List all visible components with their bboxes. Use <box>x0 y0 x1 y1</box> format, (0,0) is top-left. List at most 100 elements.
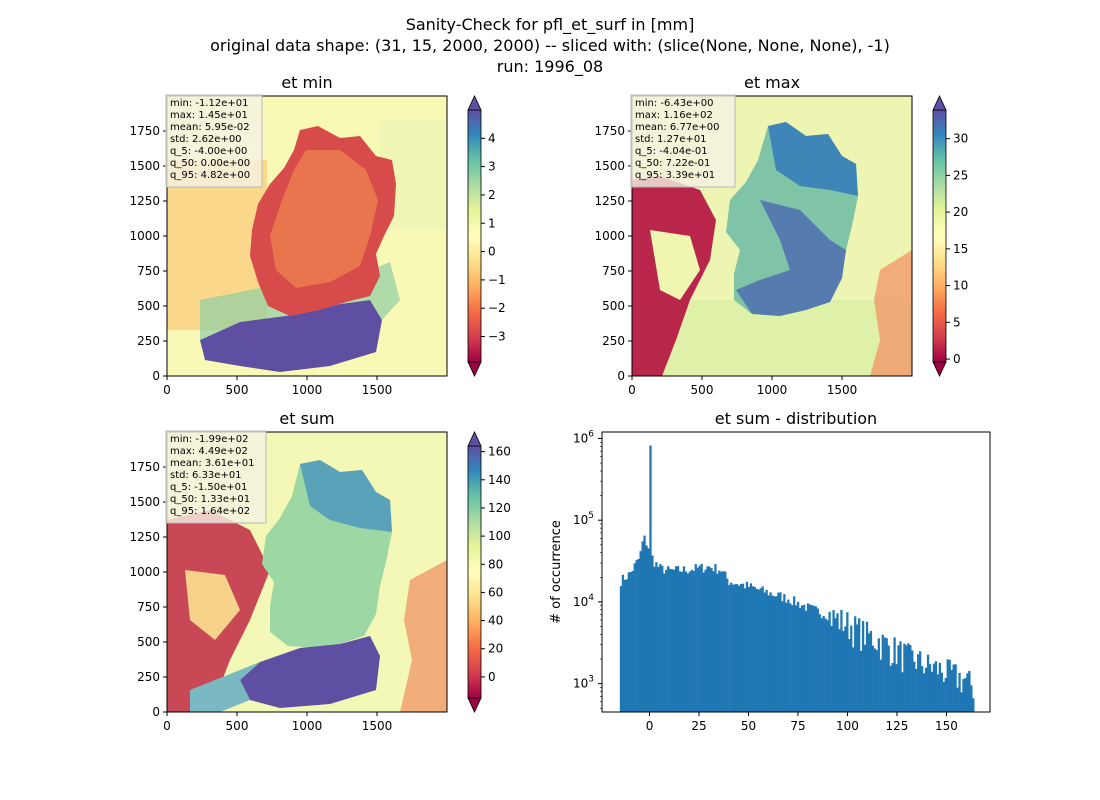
y-tick-label: 104 <box>573 593 594 609</box>
colorbar-tick-label: 3 <box>488 160 496 174</box>
colorbar-tick-label: 0 <box>953 352 961 366</box>
histogram-bar <box>800 605 804 712</box>
histogram-bar <box>696 567 699 712</box>
y-tick-label: 1000 <box>129 229 160 243</box>
histogram-bar <box>802 604 806 712</box>
histogram-bar <box>893 637 896 712</box>
panel-title: et max <box>744 73 800 92</box>
histogram-bar <box>917 654 920 712</box>
histogram-bar <box>804 610 808 712</box>
histogram-bar <box>810 605 814 712</box>
figure-title-line-1: Sanity-Check for pfl_et_surf in [mm] <box>406 15 695 35</box>
histogram-bar <box>633 563 636 712</box>
y-tick-label: 1500 <box>129 159 160 173</box>
histogram-bar <box>885 638 888 712</box>
stats-line: q_95: 3.39e+01 <box>635 170 715 181</box>
histogram-bar <box>671 569 674 712</box>
histogram-bar <box>635 559 638 712</box>
colorbar-ticks: 0 20 40 60 80 100 120 140 160 <box>481 445 511 684</box>
y-axis: 0 250 500 750 1000 1250 1500 1750 <box>129 124 167 383</box>
x-ticks: 0 25 50 75 100 125 150 <box>646 712 958 733</box>
colorbar-tick-label: 10 <box>953 279 968 293</box>
colorbar-tick-label: 4 <box>488 131 496 145</box>
histogram-bar <box>820 618 823 712</box>
x-tick-label: 75 <box>790 719 805 733</box>
histogram-bar <box>791 605 794 712</box>
stats-box: min: -6.43e+00 max: 1.16e+02 mean: 6.77e… <box>630 94 736 188</box>
panel-title: et sum - distribution <box>715 409 877 428</box>
map-west-mosaic-light <box>185 570 240 640</box>
histogram-bar <box>659 564 662 712</box>
histogram-bar <box>962 679 965 712</box>
histogram-bar <box>897 645 900 712</box>
histogram-bar <box>773 596 776 712</box>
histogram-bar <box>680 571 684 712</box>
colorbar-tick-label: 100 <box>488 529 511 543</box>
histogram-bar <box>958 672 961 712</box>
histogram-bar <box>873 648 877 712</box>
x-tick-label: 500 <box>226 383 249 397</box>
y-tick-label: 250 <box>137 334 160 348</box>
map-image <box>167 96 447 376</box>
x-tick-label: 1000 <box>757 383 788 397</box>
y-tick-label: 1000 <box>594 229 625 243</box>
histogram-bar <box>682 566 686 712</box>
histogram-bar <box>956 687 959 712</box>
histogram-bar <box>741 583 745 712</box>
histogram-bar <box>745 581 749 712</box>
histogram-bar <box>856 624 859 712</box>
y-tick-label: 250 <box>137 670 160 684</box>
histogram-bar <box>909 645 912 712</box>
stats-line: q_5: -4.00e+00 <box>170 146 247 157</box>
stats-line: min: -6.43e+00 <box>635 98 714 109</box>
histogram-bar <box>733 584 737 712</box>
stats-line: min: -1.99e+02 <box>170 434 249 445</box>
histogram-bar <box>704 569 707 712</box>
stats-box: min: -1.99e+02 max: 4.49e+02 mean: 3.61e… <box>165 430 267 524</box>
x-axis: 0 25 50 75 100 125 150 <box>646 712 958 733</box>
panel-et-sum: et sum 0 500 1000 1500 02505007501000125015… <box>129 409 510 733</box>
y-tick-label: 105 <box>573 511 594 527</box>
colorbar-tick-label: 2 <box>488 188 496 202</box>
histogram-bar <box>655 562 658 712</box>
x-tick-label: 500 <box>691 383 714 397</box>
colorbar-tick-label: 15 <box>953 242 968 256</box>
colorbar-tick-label: 5 <box>953 315 961 329</box>
histogram-bar <box>739 584 743 712</box>
histogram-bar <box>942 681 945 712</box>
y-tick-label: 500 <box>137 635 160 649</box>
histogram-bar <box>710 568 713 712</box>
y-tick-label: 750 <box>137 264 160 278</box>
y-tick-label: 1000 <box>129 565 160 579</box>
colorbar-tick-label: 40 <box>488 614 503 628</box>
histogram-bar <box>889 665 892 712</box>
histogram-bar <box>867 633 871 712</box>
histogram-bar <box>901 672 904 712</box>
colorbar-tick-label: −2 <box>488 301 506 315</box>
histogram-bar <box>836 613 839 712</box>
histogram-bar <box>735 584 739 712</box>
histogram-bar <box>663 573 666 712</box>
histogram-bar <box>865 621 869 712</box>
histogram-bar <box>877 638 880 712</box>
histogram-bar <box>787 599 790 712</box>
colorbar-tick-label: −3 <box>488 330 506 344</box>
stats-line: std: 6.33e+01 <box>170 470 242 481</box>
histogram-bar <box>728 584 731 712</box>
histogram-bar <box>690 569 693 712</box>
colorbar-tick-label: 0 <box>488 245 496 259</box>
histogram-bar <box>966 673 969 712</box>
colorbar-extend-max <box>932 95 947 111</box>
histogram-bar <box>763 592 766 712</box>
colorbar: 0 5 10 15 20 25 30 <box>932 95 968 377</box>
histogram-bar <box>822 615 825 712</box>
histogram-bar <box>950 669 953 712</box>
y-tick-label: 1250 <box>129 194 160 208</box>
stats-line: q_50: 0.00e+00 <box>170 158 250 169</box>
figure-title: Sanity-Check for pfl_et_surf in [mm] ori… <box>210 15 890 77</box>
histogram-bar <box>887 645 890 712</box>
y-tick-label: 0 <box>152 369 160 383</box>
histogram-bar <box>714 564 717 712</box>
map-alpine-region <box>200 300 382 372</box>
histogram-bar <box>922 673 926 712</box>
